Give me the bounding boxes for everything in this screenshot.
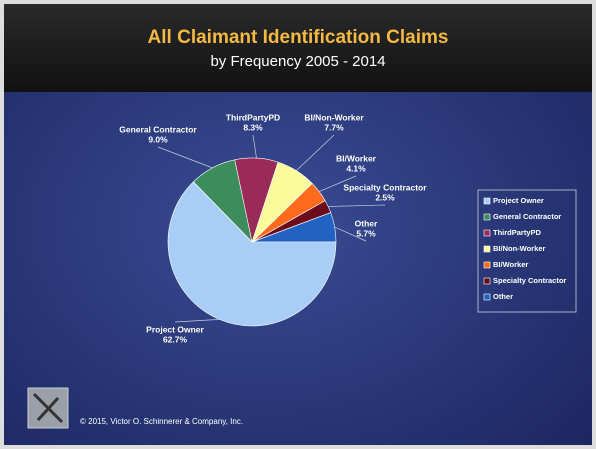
legend-label: General Contractor bbox=[493, 212, 561, 221]
slice-value: 2.5% bbox=[375, 192, 395, 202]
slice-label: Specialty Contractor bbox=[343, 182, 427, 192]
slice-label: Project Owner bbox=[146, 324, 204, 334]
legend-swatch bbox=[483, 261, 491, 269]
legend-swatch bbox=[483, 229, 491, 237]
legend-label: Specialty Contractor bbox=[493, 276, 566, 285]
header bbox=[4, 4, 592, 92]
slice-value: 62.7% bbox=[163, 334, 188, 344]
legend-swatch bbox=[483, 277, 491, 285]
leader-line bbox=[174, 319, 220, 323]
slice-label: ThirdPartyPD bbox=[226, 112, 280, 122]
legend-label: BI/Non-Worker bbox=[493, 244, 545, 253]
slice-label: General Contractor bbox=[119, 124, 197, 134]
legend-label: ThirdPartyPD bbox=[493, 228, 542, 237]
legend-swatch bbox=[483, 293, 491, 301]
legend-swatch bbox=[483, 213, 491, 221]
leader-line bbox=[157, 146, 213, 169]
slice-value: 4.1% bbox=[346, 163, 366, 173]
footer: © 2015, Victor O. Schinnerer & Company, … bbox=[80, 417, 243, 426]
legend-label: Other bbox=[493, 292, 513, 301]
slice-label: Other bbox=[355, 218, 378, 228]
slice-value: 9.0% bbox=[148, 134, 168, 144]
slice-value: 8.3% bbox=[243, 122, 263, 132]
slice-value: 7.7% bbox=[324, 122, 344, 132]
legend-swatch bbox=[483, 245, 491, 253]
slice-value: 5.7% bbox=[356, 228, 376, 238]
leader-line bbox=[296, 134, 335, 171]
leader-line bbox=[319, 175, 357, 192]
leader-line bbox=[328, 204, 386, 207]
chart-subtitle: by Frequency 2005 - 2014 bbox=[210, 53, 385, 70]
legend-box bbox=[477, 189, 577, 313]
legend-label: BI/Worker bbox=[493, 260, 528, 269]
legend-swatch bbox=[483, 197, 491, 205]
legend-label: Project Owner bbox=[493, 196, 544, 205]
leader-line bbox=[252, 134, 257, 159]
chart-title: All Claimant Identification Claims bbox=[148, 27, 449, 48]
logo-glyph bbox=[32, 392, 64, 424]
slice-label: BI/Worker bbox=[336, 153, 377, 163]
leader-line bbox=[334, 226, 367, 242]
slice-label: BI/Non-Worker bbox=[304, 112, 364, 122]
